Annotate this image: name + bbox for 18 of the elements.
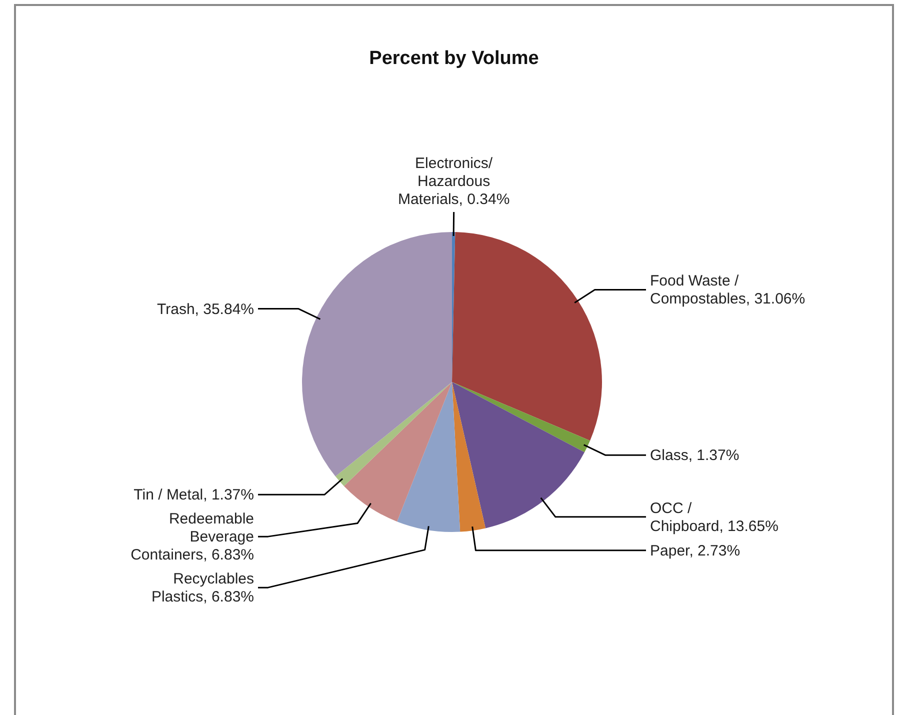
slice-label: Paper, 2.73% [650, 542, 740, 560]
slice-label: OCC / Chipboard, 13.65% [650, 500, 778, 535]
slice-label: Glass, 1.37% [650, 447, 740, 464]
slice-label: Electronics/ Hazardous Materials, 0.34% [398, 155, 510, 208]
pie-slice [302, 232, 452, 476]
slice-label: Trash, 35.84% [157, 300, 254, 318]
slice-label: Food Waste / Compostables, 31.06% [650, 272, 806, 308]
slice-label: Tin / Metal, 1.37% [134, 486, 254, 504]
pie-slice [335, 382, 452, 486]
chart-title: Percent by Volume [369, 48, 539, 69]
pie-slice [452, 382, 585, 528]
pie-slice [452, 382, 486, 532]
slice-label: Redeemable Beverage Containers, 6.83% [130, 510, 254, 564]
pie-slice [452, 232, 602, 441]
pie-slice [397, 382, 460, 532]
pie-slice [344, 382, 452, 522]
pie-slice [452, 382, 590, 452]
slice-label: Recyclables Plastics, 6.83% [151, 570, 254, 606]
